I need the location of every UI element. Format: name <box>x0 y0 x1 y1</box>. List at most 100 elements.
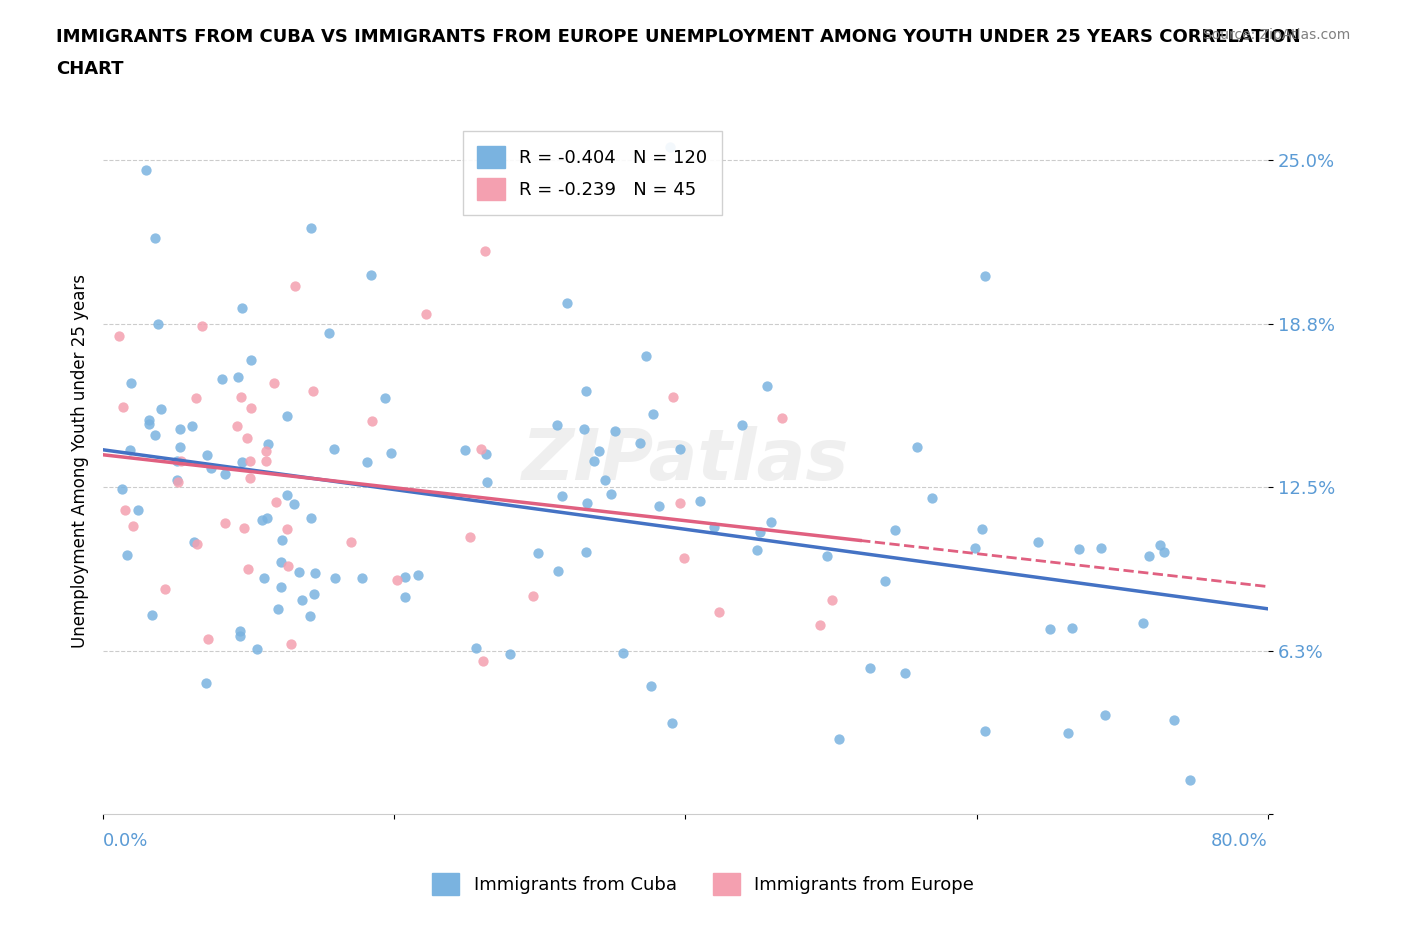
Point <box>756 379 779 394</box>
Point <box>190 319 212 334</box>
Y-axis label: Unemployment Among Youth under 25 years: Unemployment Among Youth under 25 years <box>72 274 89 648</box>
Point <box>236 431 259 445</box>
Point <box>169 440 191 455</box>
Point <box>118 443 141 458</box>
Point <box>107 328 129 343</box>
Point <box>270 554 292 569</box>
Point <box>1163 713 1185 728</box>
Point <box>472 654 495 669</box>
Point <box>256 454 278 469</box>
Point <box>276 487 298 502</box>
Point <box>240 352 263 367</box>
Point <box>323 442 346 457</box>
Point <box>921 490 943 505</box>
Point <box>815 549 838 564</box>
Point <box>250 512 273 527</box>
Point <box>555 296 578 311</box>
Point <box>759 515 782 530</box>
Point <box>186 537 208 551</box>
Point <box>859 661 882 676</box>
Point <box>301 510 323 525</box>
Point <box>1132 616 1154 631</box>
Point <box>974 269 997 284</box>
Point <box>394 590 416 604</box>
Point <box>605 423 627 438</box>
Point <box>228 629 250 644</box>
Text: IMMIGRANTS FROM CUBA VS IMMIGRANTS FROM EUROPE UNEMPLOYMENT AMONG YOUTH UNDER 25: IMMIGRANTS FROM CUBA VS IMMIGRANTS FROM … <box>56 28 1301 46</box>
Point <box>184 391 207 405</box>
Point <box>271 533 294 548</box>
Point <box>299 221 322 236</box>
Point <box>1153 544 1175 559</box>
Point <box>356 455 378 470</box>
Point <box>214 515 236 530</box>
Point <box>576 496 599 511</box>
Point <box>415 306 437 321</box>
Text: 0.0%: 0.0% <box>103 831 149 850</box>
Point <box>236 562 259 577</box>
Point <box>318 326 340 340</box>
Point <box>183 534 205 549</box>
Point <box>167 474 190 489</box>
Point <box>288 565 311 579</box>
Point <box>276 408 298 423</box>
Point <box>474 446 496 461</box>
Point <box>628 435 651 450</box>
Point <box>689 494 711 509</box>
Point <box>575 384 598 399</box>
Point <box>350 570 373 585</box>
Point <box>1149 538 1171 552</box>
Point <box>291 593 314 608</box>
Point <box>302 383 325 398</box>
Point <box>673 551 696 565</box>
Point <box>166 472 188 487</box>
Point <box>256 511 278 525</box>
Point <box>253 570 276 585</box>
Point <box>1137 549 1160 564</box>
Point <box>211 372 233 387</box>
Point <box>340 535 363 550</box>
Point <box>200 460 222 475</box>
Point <box>149 402 172 417</box>
Point <box>965 540 987 555</box>
Legend: Immigrants from Cuba, Immigrants from Europe: Immigrants from Cuba, Immigrants from Eu… <box>425 866 981 902</box>
Point <box>197 447 219 462</box>
Point <box>748 525 770 539</box>
Point <box>458 530 481 545</box>
Point <box>593 472 616 487</box>
Text: ZIPatlas: ZIPatlas <box>522 427 849 496</box>
Point <box>135 163 157 178</box>
Point <box>1094 708 1116 723</box>
Point <box>197 631 219 646</box>
Point <box>231 455 253 470</box>
Point <box>770 411 793 426</box>
Point <box>648 498 671 513</box>
Point <box>394 569 416 584</box>
Point <box>148 316 170 331</box>
Text: 80.0%: 80.0% <box>1211 831 1268 850</box>
Point <box>214 467 236 482</box>
Point <box>380 445 402 460</box>
Point <box>1067 542 1090 557</box>
Point <box>270 579 292 594</box>
Point <box>283 497 305 512</box>
Point <box>266 495 288 510</box>
Point <box>574 421 596 436</box>
Point <box>111 481 134 496</box>
Point <box>527 546 550 561</box>
Point <box>634 349 657 364</box>
Point <box>661 715 683 730</box>
Point <box>194 676 217 691</box>
Point <box>731 418 754 432</box>
Point <box>239 454 262 469</box>
Point <box>141 607 163 622</box>
Point <box>385 572 408 587</box>
Point <box>707 604 730 619</box>
Point <box>181 418 204 433</box>
Point <box>408 568 430 583</box>
Point <box>1060 620 1083 635</box>
Point <box>166 454 188 469</box>
Point <box>267 601 290 616</box>
Point <box>599 487 621 502</box>
Legend: R = -0.404   N = 120, R = -0.239   N = 45: R = -0.404 N = 120, R = -0.239 N = 45 <box>463 131 721 215</box>
